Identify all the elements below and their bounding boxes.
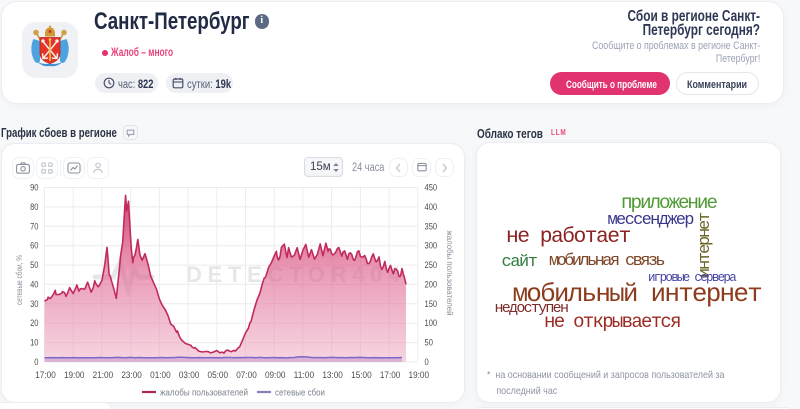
svg-text:10: 10: [30, 338, 38, 349]
svg-text:17:00: 17:00: [35, 370, 56, 381]
svg-text:60: 60: [30, 241, 38, 252]
svg-text:200: 200: [425, 279, 438, 290]
svg-text:жалобы пользователей: жалобы пользователей: [445, 231, 455, 316]
svg-text:13:00: 13:00: [322, 370, 343, 381]
svg-text:03:00: 03:00: [179, 370, 200, 381]
svg-text:20: 20: [30, 318, 38, 329]
svg-text:50: 50: [425, 338, 433, 349]
svg-text:100: 100: [425, 318, 438, 329]
svg-text:40: 40: [30, 279, 38, 290]
svg-text:жалобы пользователей: жалобы пользователей: [160, 388, 248, 399]
svg-text:450: 450: [425, 183, 438, 194]
svg-text:250: 250: [425, 260, 438, 271]
svg-text:70: 70: [30, 221, 38, 232]
svg-text:90: 90: [30, 183, 38, 194]
svg-text:80: 80: [30, 202, 38, 213]
svg-text:400: 400: [425, 202, 438, 213]
svg-text:сетевые сбои: сетевые сбои: [275, 388, 325, 399]
svg-text:150: 150: [425, 299, 438, 310]
svg-text:50: 50: [30, 260, 38, 271]
svg-text:350: 350: [425, 221, 438, 232]
svg-text:15:00: 15:00: [351, 370, 372, 381]
svg-text:0: 0: [34, 357, 38, 368]
svg-text:19:00: 19:00: [64, 370, 85, 381]
svg-text:30: 30: [30, 299, 38, 310]
svg-text:сетевые сбои, %: сетевые сбои, %: [14, 255, 24, 305]
svg-text:09:00: 09:00: [265, 370, 286, 381]
svg-text:17:00: 17:00: [380, 370, 401, 381]
svg-text:05:00: 05:00: [208, 370, 229, 381]
svg-text:01:00: 01:00: [150, 370, 171, 381]
svg-text:07:00: 07:00: [236, 370, 257, 381]
svg-text:11:00: 11:00: [294, 370, 315, 381]
svg-text:0: 0: [425, 357, 429, 368]
svg-text:23:00: 23:00: [121, 370, 142, 381]
svg-text:300: 300: [425, 241, 438, 252]
svg-text:19:00: 19:00: [409, 370, 430, 381]
svg-text:21:00: 21:00: [93, 370, 114, 381]
